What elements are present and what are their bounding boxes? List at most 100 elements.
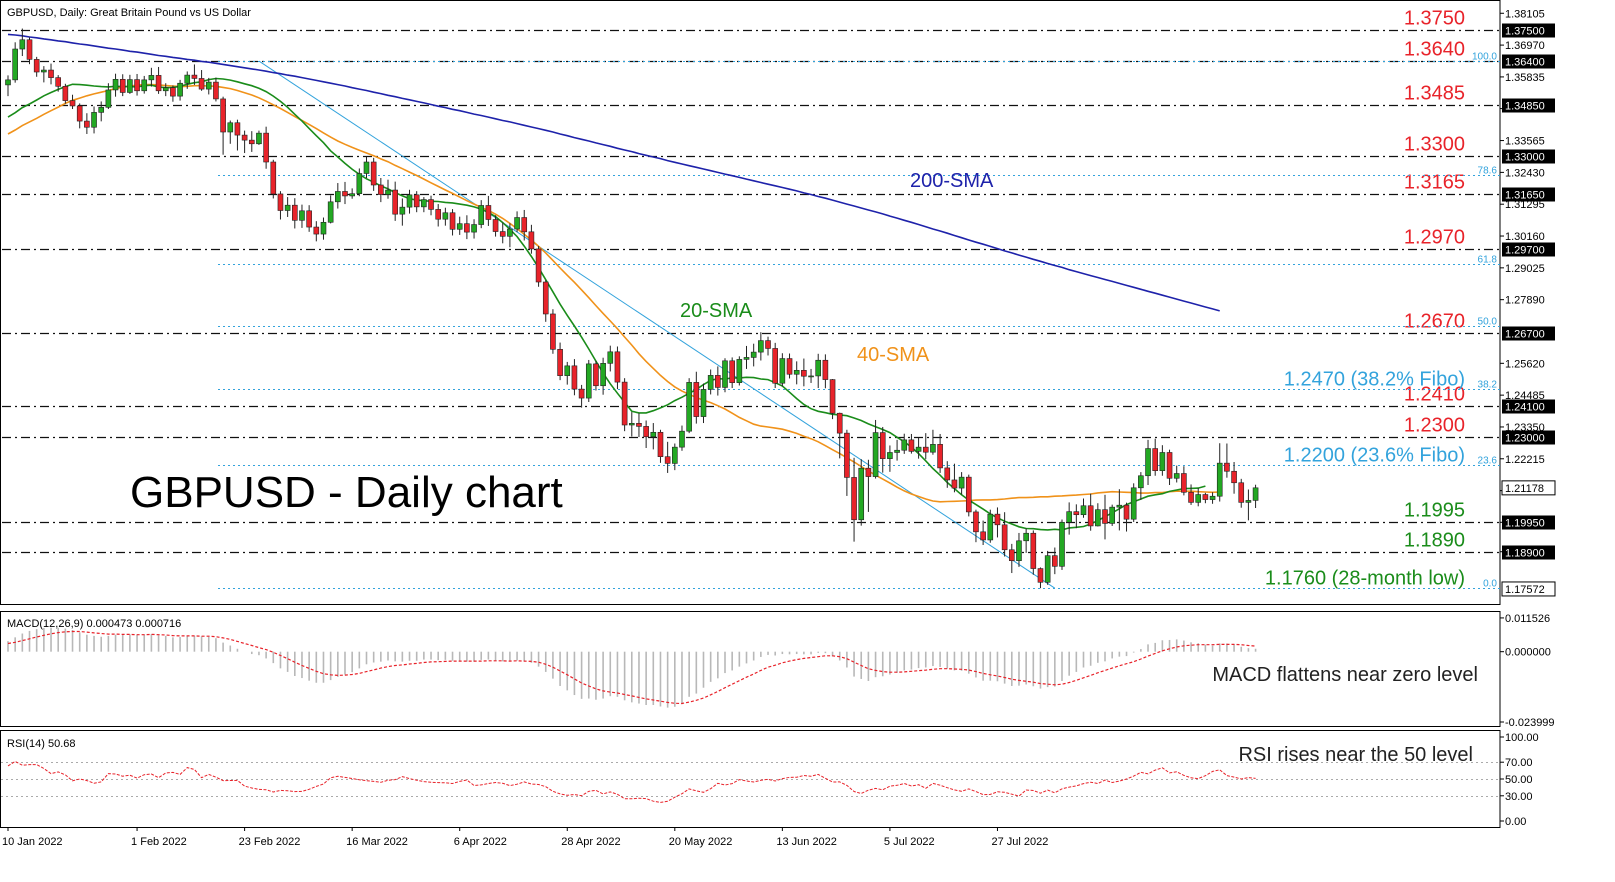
level-price-tag-text: 1.26700	[1505, 329, 1545, 341]
candle	[464, 215, 470, 240]
candle	[965, 474, 972, 517]
candle-body	[370, 161, 377, 186]
candle	[442, 207, 449, 226]
candle	[937, 433, 943, 473]
level-label-1.3750: 1.3750	[1404, 8, 1465, 30]
date-label: 28 Apr 2022	[561, 836, 620, 848]
candle	[1102, 494, 1108, 540]
main-panel-frame	[0, 0, 1501, 605]
candle	[91, 106, 97, 134]
candle-body	[1016, 540, 1022, 562]
candle	[922, 433, 929, 460]
candle	[1202, 492, 1209, 504]
candle-body	[385, 189, 391, 195]
candle	[607, 345, 614, 372]
candle	[865, 459, 872, 512]
candle-body	[1145, 448, 1151, 477]
candle	[12, 42, 18, 83]
candle	[313, 221, 320, 242]
candle	[700, 383, 707, 424]
candle-body	[205, 81, 212, 90]
candle	[363, 156, 370, 178]
candle-body	[528, 231, 535, 250]
candle	[743, 345, 750, 369]
candle	[894, 439, 900, 461]
candle-body	[378, 184, 384, 195]
level-price-tag	[1502, 23, 1555, 38]
candle	[1037, 567, 1044, 589]
candle	[679, 425, 685, 451]
candle-body	[600, 363, 606, 387]
price-tick-label: 1.25620	[1505, 358, 1545, 370]
candle-body	[836, 412, 843, 434]
candle	[69, 94, 76, 110]
rsi-line	[7, 760, 1256, 803]
candle	[829, 379, 836, 420]
candle-body	[1123, 504, 1130, 520]
candle-body	[1216, 462, 1223, 497]
candle	[1073, 504, 1080, 529]
candle	[535, 246, 542, 287]
candle-body	[980, 531, 986, 541]
candle-body	[844, 432, 850, 478]
candle-body	[815, 359, 822, 377]
candle-body	[1173, 473, 1180, 479]
candle-body	[33, 59, 40, 73]
candle	[471, 219, 477, 239]
candle-body	[464, 223, 470, 233]
candle-body	[12, 48, 18, 81]
level-label-1.1890: 1.1890	[1404, 530, 1465, 552]
candle	[707, 369, 714, 395]
candle-body	[915, 446, 922, 452]
rsi-tick-label: 50.00	[1505, 774, 1533, 786]
candle	[550, 309, 556, 354]
candle-body	[392, 189, 398, 215]
candle-body	[406, 194, 413, 208]
candle-body	[973, 511, 979, 533]
candle-body	[729, 360, 735, 383]
candle-body	[19, 39, 26, 50]
candle	[1138, 472, 1144, 500]
candle-body	[801, 370, 807, 377]
candle-body	[198, 78, 205, 90]
candle	[844, 429, 850, 496]
price-tick-label: 1.35835	[1505, 72, 1545, 84]
macd-header: MACD(12,26,9) 0.000473 0.000716	[7, 618, 181, 630]
candle-body	[657, 431, 664, 457]
candle-body	[1001, 524, 1008, 551]
rsi-header: RSI(14) 50.68	[7, 738, 75, 750]
candle-body	[507, 228, 513, 237]
candle-body	[1138, 475, 1144, 489]
candle	[277, 191, 284, 220]
candle-body	[607, 351, 614, 364]
candle-body	[564, 365, 571, 376]
fibo-pct-50.0: 50.0	[1478, 317, 1498, 328]
level-price-tag-text: 1.34850	[1505, 101, 1545, 113]
date-label: 13 Jun 2022	[776, 836, 837, 848]
candle-body	[277, 193, 284, 211]
candle-body	[342, 191, 348, 197]
candle-body	[700, 389, 707, 417]
rsi-tick-label: 0.00	[1505, 816, 1526, 828]
candle	[1109, 504, 1115, 526]
candle-body	[421, 199, 427, 208]
candle-body	[471, 224, 477, 233]
candle-body	[1087, 505, 1094, 527]
candle	[1030, 530, 1037, 575]
candle	[1152, 438, 1158, 476]
candle-body	[1209, 495, 1216, 500]
candle-body	[413, 194, 420, 208]
candle-body	[435, 209, 442, 220]
candle-body	[664, 456, 671, 464]
candle	[801, 358, 807, 387]
candle	[499, 222, 506, 244]
candle-body	[456, 223, 463, 230]
candle	[299, 204, 305, 228]
level-price-tag-text: 1.37500	[1505, 26, 1545, 38]
price-tick-label: 1.22215	[1505, 454, 1545, 466]
level-price-tag-text: 1.18900	[1505, 548, 1545, 560]
candle-body	[134, 79, 140, 92]
candle-body	[428, 199, 434, 210]
candle	[779, 353, 786, 387]
